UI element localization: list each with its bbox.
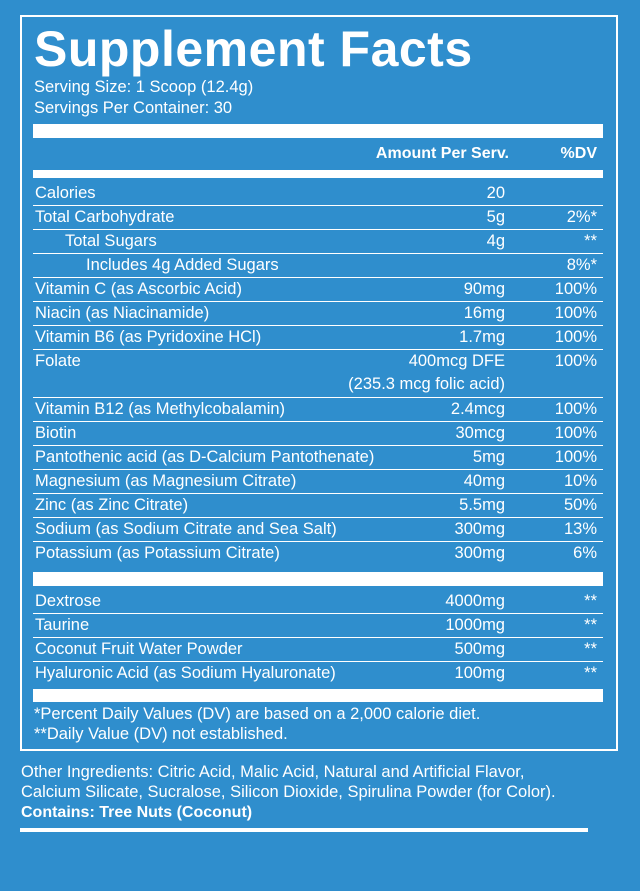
table-row: Zinc (as Zinc Citrate) 5.5mg 50% bbox=[33, 494, 603, 518]
divider-thick bbox=[33, 689, 603, 702]
table-row: Biotin 30mcg 100% bbox=[33, 422, 603, 446]
nutrient-dv: 100% bbox=[554, 304, 597, 322]
divider-thick bbox=[33, 124, 603, 138]
nutrient-amount: 1000mg bbox=[445, 616, 505, 634]
panel-title: Supplement Facts bbox=[34, 21, 473, 77]
nutrient-name: Taurine bbox=[35, 616, 90, 634]
table-row: Magnesium (as Magnesium Citrate) 40mg 10… bbox=[33, 470, 603, 494]
nutrient-name: Sodium (as Sodium Citrate and Sea Salt) bbox=[35, 520, 337, 538]
table-row: Total Carbohydrate 5g 2%* bbox=[33, 206, 603, 230]
bottom-rule bbox=[20, 828, 588, 832]
table-row: Total Sugars 4g ** bbox=[33, 230, 603, 254]
nutrient-name: Vitamin C (as Ascorbic Acid) bbox=[35, 280, 242, 298]
table-row: Includes 4g Added Sugars 8%* bbox=[33, 254, 603, 278]
nutrient-amount: 5g bbox=[486, 208, 505, 226]
footnote-dv: *Percent Daily Values (DV) are based on … bbox=[34, 705, 481, 723]
nutrient-name: Total Carbohydrate bbox=[35, 208, 175, 226]
nutrient-name: Zinc (as Zinc Citrate) bbox=[35, 496, 189, 514]
nutrient-dv: 100% bbox=[554, 352, 597, 370]
nutrient-dv: ** bbox=[584, 640, 597, 658]
table-row: Pantothenic acid (as D-Calcium Pantothen… bbox=[33, 446, 603, 470]
table-row: Vitamin C (as Ascorbic Acid) 90mg 100% bbox=[33, 278, 603, 302]
table-row: Coconut Fruit Water Powder 500mg ** bbox=[33, 638, 603, 662]
nutrient-amount: 500mg bbox=[454, 640, 505, 658]
footnote-not-established: **Daily Value (DV) not established. bbox=[34, 725, 288, 743]
nutrient-name: Biotin bbox=[35, 424, 77, 442]
nutrient-name: Dextrose bbox=[35, 592, 102, 610]
nutrient-dv: ** bbox=[584, 616, 597, 634]
nutrient-name: Coconut Fruit Water Powder bbox=[35, 640, 243, 658]
header-amount: Amount Per Serv. bbox=[375, 145, 509, 162]
table-row: Vitamin B6 (as Pyridoxine HCl) 1.7mg 100… bbox=[33, 326, 603, 350]
servings-per-container: Servings Per Container: 30 bbox=[34, 99, 233, 117]
table-row: Sodium (as Sodium Citrate and Sea Salt) … bbox=[33, 518, 603, 542]
nutrient-amount: 5mg bbox=[472, 448, 505, 466]
nutrient-name: Vitamin B12 (as Methylcobalamin) bbox=[35, 400, 286, 418]
nutrient-dv: ** bbox=[584, 664, 597, 682]
nutrient-amount: 90mg bbox=[463, 280, 505, 298]
nutrient-dv: ** bbox=[584, 592, 597, 610]
allergen-statement: Contains: Tree Nuts (Coconut) bbox=[21, 804, 253, 821]
table-row: Hyaluronic Acid (as Sodium Hyaluronate) … bbox=[33, 662, 603, 685]
nutrient-dv: 100% bbox=[554, 400, 597, 418]
nutrient-name: Potassium (as Potassium Citrate) bbox=[35, 544, 280, 562]
supplement-facts-panel bbox=[20, 15, 618, 751]
nutrient-dv: 8%* bbox=[566, 256, 597, 274]
nutrient-dv: 10% bbox=[563, 472, 597, 490]
table-row: Niacin (as Niacinamide) 16mg 100% bbox=[33, 302, 603, 326]
table-row: Potassium (as Potassium Citrate) 300mg 6… bbox=[33, 542, 603, 565]
nutrient-amount: 5.5mg bbox=[459, 496, 505, 514]
nutrient-name: Includes 4g Added Sugars bbox=[86, 256, 279, 274]
nutrient-name: Calories bbox=[35, 184, 96, 202]
other-ingredients-line: Calcium Silicate, Sucralose, Silicon Dio… bbox=[21, 783, 556, 801]
nutrient-name: Pantothenic acid (as D-Calcium Pantothen… bbox=[35, 448, 375, 466]
nutrient-amount-detail: (235.3 mcg folic acid) bbox=[348, 375, 505, 393]
nutrient-amount: 40mg bbox=[463, 472, 505, 490]
nutrient-amount: 100mg bbox=[454, 664, 505, 682]
nutrient-dv: 6% bbox=[573, 544, 597, 562]
nutrient-amount: 300mg bbox=[454, 520, 505, 538]
nutrient-dv: 100% bbox=[554, 328, 597, 346]
nutrient-amount: 16mg bbox=[463, 304, 505, 322]
nutrient-dv: 100% bbox=[554, 424, 597, 442]
nutrient-dv: 100% bbox=[554, 280, 597, 298]
nutrient-list: Calories 20 Total Carbohydrate 5g 2%* Tot… bbox=[33, 182, 603, 565]
nutrient-amount: 300mg bbox=[454, 544, 505, 562]
divider-medium bbox=[33, 170, 603, 178]
table-row: Dextrose 4000mg ** bbox=[33, 590, 603, 614]
nutrient-amount: 30mcg bbox=[455, 424, 505, 442]
nutrient-dv: 13% bbox=[563, 520, 597, 538]
nutrient-dv: 2%* bbox=[566, 208, 597, 226]
nutrient-dv: 100% bbox=[554, 448, 597, 466]
nutrient-dv: 50% bbox=[563, 496, 597, 514]
table-row: Calories 20 bbox=[33, 182, 603, 206]
nutrient-amount: 4g bbox=[486, 232, 505, 250]
nutrient-name: Folate bbox=[35, 352, 81, 370]
table-row: Taurine 1000mg ** bbox=[33, 614, 603, 638]
nutrient-amount: 400mcg DFE bbox=[408, 352, 505, 370]
header-dv: %DV bbox=[560, 145, 597, 162]
divider-thick bbox=[33, 572, 603, 586]
ingredient-list: Dextrose 4000mg ** Taurine 1000mg ** Cocon… bbox=[33, 590, 603, 685]
nutrient-amount: 1.7mg bbox=[459, 328, 505, 346]
nutrient-name: Vitamin B6 (as Pyridoxine HCl) bbox=[35, 328, 262, 346]
nutrient-amount: 4000mg bbox=[445, 592, 505, 610]
nutrient-amount: 20 bbox=[486, 184, 505, 202]
table-row: Folate 400mcg DFE (235.3 mcg folic acid)… bbox=[33, 350, 603, 398]
serving-size: Serving Size: 1 Scoop (12.4g) bbox=[34, 78, 254, 96]
nutrient-name: Magnesium (as Magnesium Citrate) bbox=[35, 472, 297, 490]
nutrient-name: Total Sugars bbox=[65, 232, 157, 250]
other-ingredients-line: Other Ingredients: Citric Acid, Malic Ac… bbox=[21, 763, 525, 781]
table-row: Vitamin B12 (as Methylcobalamin) 2.4mcg … bbox=[33, 398, 603, 422]
nutrient-name: Niacin (as Niacinamide) bbox=[35, 304, 210, 322]
nutrient-dv: ** bbox=[584, 232, 597, 250]
nutrient-name: Hyaluronic Acid (as Sodium Hyaluronate) bbox=[35, 664, 336, 682]
nutrient-amount: 2.4mcg bbox=[450, 400, 505, 418]
